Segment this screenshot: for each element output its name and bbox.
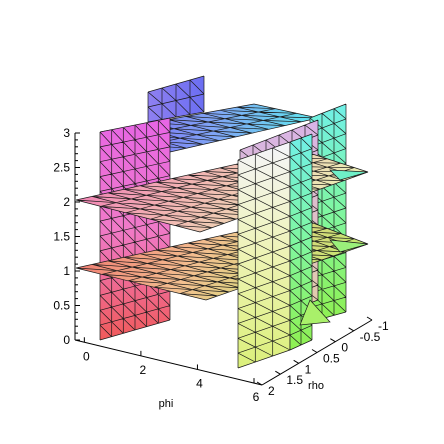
rho-tick bbox=[348, 327, 354, 332]
z-tick-label: 0 bbox=[63, 333, 70, 347]
rho-tick bbox=[366, 316, 373, 321]
rho-tick bbox=[275, 370, 281, 375]
surface-spike-front bbox=[299, 299, 331, 326]
axes-group bbox=[74, 132, 373, 386]
rho-tick-label: 1.5 bbox=[286, 373, 303, 387]
z-tick-label: 2 bbox=[63, 195, 70, 209]
phi-tick-label: 6 bbox=[253, 390, 260, 404]
rho-tick bbox=[293, 359, 299, 364]
rho-tick-label: 1 bbox=[305, 362, 312, 376]
surface-spike-right-top bbox=[329, 169, 369, 181]
phi-tick-label: 4 bbox=[196, 376, 203, 390]
z-tick-label: 3 bbox=[63, 126, 70, 140]
phi-axis-label: phi bbox=[159, 398, 174, 410]
z-tick-label: 2.5 bbox=[53, 161, 70, 175]
phi-tick-label: 2 bbox=[140, 363, 147, 377]
z-tick-label: 1.5 bbox=[53, 230, 70, 244]
rho-tick-label: 0 bbox=[341, 341, 348, 355]
surface-front-strip bbox=[237, 141, 291, 369]
rho-tick bbox=[256, 381, 263, 386]
rho-tick bbox=[330, 338, 336, 343]
surface-group bbox=[75, 75, 369, 369]
phi-axis-line bbox=[74, 339, 263, 386]
surface-left-plane bbox=[99, 117, 171, 341]
phi-tick-label: 0 bbox=[83, 349, 90, 363]
rho-tick-label: -1 bbox=[378, 319, 389, 333]
rho-tick-label: 2 bbox=[268, 384, 275, 398]
surface-front-right-strip bbox=[289, 133, 313, 351]
rho-tick-label: 0.5 bbox=[323, 352, 340, 366]
surface-back-top-strip bbox=[147, 75, 205, 123]
rho-tick bbox=[311, 349, 318, 353]
surface-spike-right-bottom bbox=[329, 239, 369, 253]
rho-axis-label: rho bbox=[308, 380, 324, 392]
z-tick-label: 1 bbox=[63, 264, 70, 278]
z-tick-label: 0.5 bbox=[53, 299, 70, 313]
rho-tick-label: -0.5 bbox=[360, 330, 381, 344]
